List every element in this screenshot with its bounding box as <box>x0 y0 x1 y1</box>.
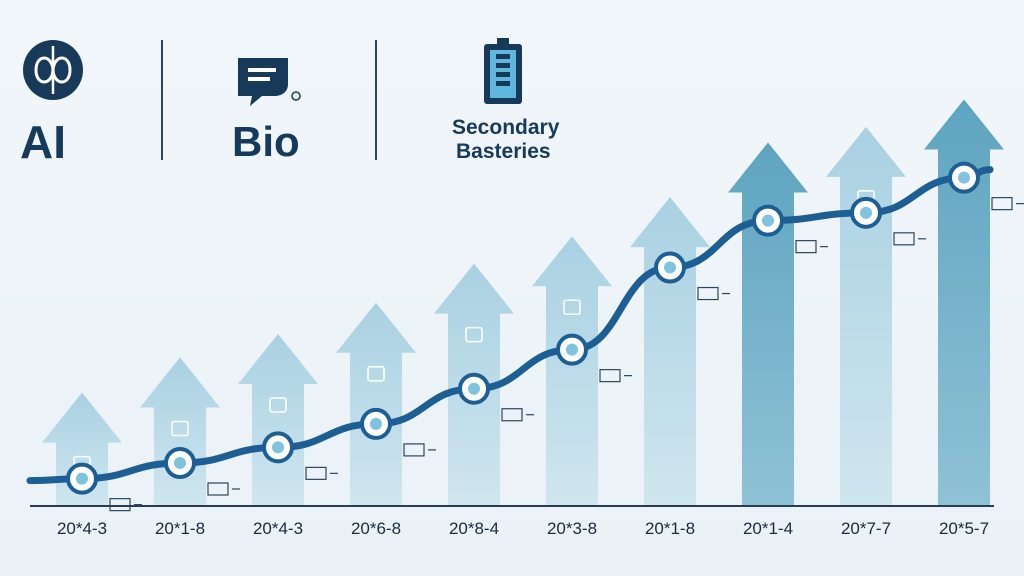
header-batteries: Secondary Basteries <box>452 38 560 163</box>
header-batteries-label-line2: Basteries <box>456 140 551 163</box>
trend-point-core <box>76 472 88 485</box>
callout-box-icon <box>893 232 915 246</box>
bar-glyph-icon <box>269 397 287 413</box>
trend-points <box>66 161 1024 512</box>
x-tick-label: 20*8-4 <box>449 519 499 538</box>
arrow-bar <box>532 236 612 507</box>
callout-box-icon <box>697 286 719 301</box>
bar-glyph-icon <box>465 326 483 343</box>
battery-icon <box>484 38 522 104</box>
arrow-bar <box>630 197 710 506</box>
header-bio-label: Bio <box>232 118 300 165</box>
trend-point-core <box>762 214 774 227</box>
x-tick-label: 20*3-8 <box>547 519 597 538</box>
trend-point-core <box>566 343 578 356</box>
x-tick-label: 20*1-8 <box>155 519 205 538</box>
chat-bubble-icon <box>238 58 301 106</box>
arrow-bar <box>238 334 318 506</box>
neural-loop-icon <box>23 40 83 100</box>
callout-box-icon <box>207 482 229 496</box>
callout-box-icon <box>501 408 523 422</box>
arrow-bar <box>336 302 416 506</box>
header-ai-label: AI <box>20 116 66 168</box>
header-bio: Bio <box>232 58 301 165</box>
trend-point-core <box>664 261 676 274</box>
x-tick-label: 20*1-8 <box>645 519 695 538</box>
x-tick-label: 20*4-3 <box>57 519 107 538</box>
trend-point-core <box>860 206 872 219</box>
trend-point-core <box>174 457 186 469</box>
x-axis-ticks: 20*4-3 20*1-8 20*4-3 20*6-8 20*8-4 20*3-8 20*1… <box>57 519 989 538</box>
bar-glyph-icon <box>171 420 189 437</box>
header-batteries-label-line1: Secondary <box>452 116 560 139</box>
trend-point-core <box>370 417 382 430</box>
x-tick-label: 20*4-3 <box>253 519 303 538</box>
arrow-bars <box>42 99 1004 507</box>
bar-glyph-icon <box>367 365 385 382</box>
x-tick-label: 20*7-7 <box>841 519 891 538</box>
arrow-bar <box>826 126 906 507</box>
x-tick-label: 20*1-4 <box>743 519 793 538</box>
bar-glyph-icon <box>563 299 581 316</box>
callout-box-icon <box>403 443 425 457</box>
callout-box-icon <box>991 197 1013 211</box>
trend-point-core <box>468 382 480 395</box>
callout-box-icon <box>109 498 131 512</box>
trend-point-core <box>272 441 284 454</box>
arrow-bar <box>140 357 220 506</box>
header-ai: AI <box>20 40 83 168</box>
arrow-bar <box>924 99 1004 507</box>
arrow-bar <box>728 142 808 507</box>
trend-point-core <box>958 171 970 184</box>
x-tick-label: 20*6-8 <box>351 519 401 538</box>
x-tick-label: 20*5-7 <box>939 519 989 538</box>
callout-box-icon <box>599 369 621 383</box>
callout-box-icon <box>795 240 817 254</box>
callout-box-icon <box>305 466 327 480</box>
